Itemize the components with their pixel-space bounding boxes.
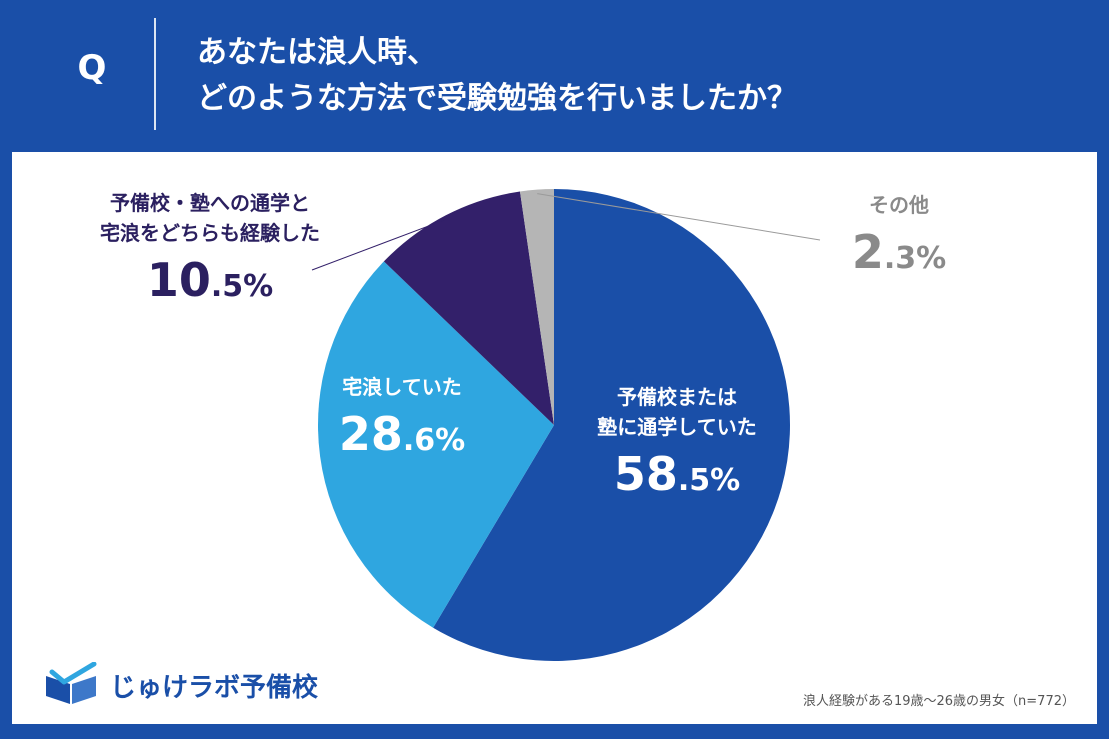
slice-label-1-line-1: 宅浪していた xyxy=(342,375,462,399)
header: Q あなたは浪人時、 どのような方法で受験勉強を行いましたか？ xyxy=(0,0,1109,152)
slice-pct-0-dec: .5% xyxy=(677,463,741,498)
slice-pct-0-int: 58 xyxy=(613,447,678,501)
slice-pct-3-dec: .3% xyxy=(883,241,947,276)
chart-card: 予備校または 塾に通学していた 58.5% 宅浪していた 28.6% 予備校・塾… xyxy=(12,152,1097,724)
pie-slice-3 xyxy=(519,189,554,425)
pie-slice-2 xyxy=(383,191,554,425)
question-line-2: どのような方法で受験勉強を行いましたか？ xyxy=(197,81,797,116)
slice-label-1: 宅浪していた 28.6% xyxy=(312,372,492,471)
slice-pct-2: 10.5% xyxy=(60,250,360,317)
pie-slice-1 xyxy=(317,261,554,628)
slice-pct-3-int: 2 xyxy=(851,225,884,279)
pie-slice-0 xyxy=(433,189,791,661)
slice-pct-0: 58.5% xyxy=(547,444,807,511)
slice-label-2-line-2: 宅浪をどちらも経験した xyxy=(100,221,320,245)
logo-text: じゅけラボ予備校 xyxy=(110,673,319,703)
question-line-1: あなたは浪人時、 xyxy=(197,35,437,70)
question-title: あなたは浪人時、 どのような方法で受験勉強を行いましたか？ xyxy=(197,30,1077,122)
footnote: 浪人経験がある19歳〜26歳の男女（n=772） xyxy=(802,694,1075,709)
pie-chart xyxy=(311,189,821,661)
brand-logo: じゅけラボ予備校 xyxy=(42,660,372,708)
slice-pct-1-int: 28 xyxy=(338,407,403,461)
slice-pct-2-int: 10 xyxy=(146,253,211,307)
slice-label-0-line-1: 予備校または xyxy=(617,385,737,409)
header-divider xyxy=(154,18,156,130)
slice-pct-3: 2.3% xyxy=(844,222,954,289)
q-mark: Q xyxy=(77,48,107,88)
slice-label-0-line-2: 塾に通学していた xyxy=(597,415,757,439)
leader-line-2 xyxy=(311,218,449,271)
slice-label-0: 予備校または 塾に通学していた 58.5% xyxy=(547,382,807,511)
slice-pct-1: 28.6% xyxy=(312,404,492,471)
slice-label-2: 予備校・塾への通学と 宅浪をどちらも経験した 10.5% xyxy=(60,188,360,317)
book-check-logo-icon xyxy=(46,662,97,704)
slice-pct-1-dec: .6% xyxy=(402,423,466,458)
leader-line-3 xyxy=(537,193,821,241)
slice-label-3-line-1: その他 xyxy=(869,193,929,217)
slice-label-2-line-1: 予備校・塾への通学と xyxy=(110,191,310,215)
slice-label-3: その他 2.3% xyxy=(844,190,954,289)
slice-pct-2-dec: .5% xyxy=(210,269,274,304)
